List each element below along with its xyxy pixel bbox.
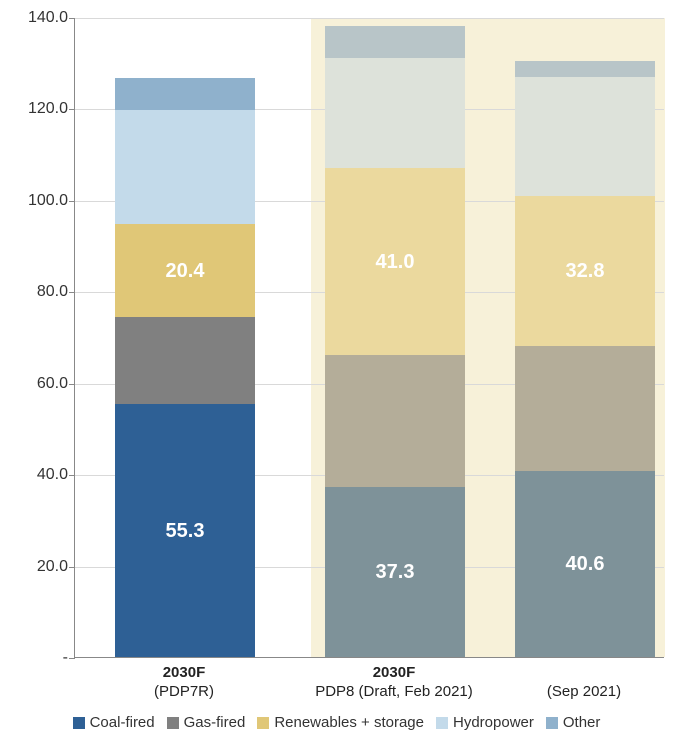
y-axis-label: 80.0: [8, 283, 68, 301]
plot-area: 55.3 20.4 37.3 41.0 40.6 32.8: [74, 18, 664, 658]
segment-other: [515, 61, 655, 77]
legend-label: Hydropower: [453, 714, 534, 731]
legend-label: Renewables + storage: [274, 714, 424, 731]
segment-label: 55.3: [115, 520, 255, 543]
segment-label: 37.3: [325, 561, 465, 584]
legend: Coal-fired Gas-fired Renewables + storage H…: [0, 714, 673, 731]
y-axis-label: 60.0: [8, 375, 68, 393]
legend-item: Gas-fired: [167, 714, 246, 731]
segment-label: 40.6: [515, 553, 655, 576]
legend-label: Coal-fired: [90, 714, 155, 731]
legend-item: Renewables + storage: [257, 714, 424, 731]
bar-2030F-PDP8-Feb2021: 37.3 41.0: [325, 26, 465, 657]
segment-hydropower: [115, 110, 255, 224]
segment-other: [325, 26, 465, 58]
legend-swatch: [167, 717, 179, 729]
y-tick: [69, 384, 75, 385]
segment-gas-fired: [325, 355, 465, 486]
y-tick: [69, 201, 75, 202]
legend-item: Other: [546, 714, 601, 731]
x-axis-label: 2030F(PDP7R): [74, 664, 294, 702]
segment-hydropower: [325, 58, 465, 168]
legend-swatch: [436, 717, 448, 729]
x-axis-label: (Sep 2021): [474, 664, 673, 702]
segment-gas-fired: [115, 317, 255, 404]
bar-2030F-PDP7R: 55.3 20.4: [115, 78, 255, 657]
legend-swatch: [73, 717, 85, 729]
y-axis-label: 20.0: [8, 558, 68, 576]
x-axis-label: 2030FPDP8 (Draft, Feb 2021): [284, 664, 504, 702]
y-axis-label: 40.0: [8, 466, 68, 484]
bar-2030F-PDP8-Sep2021: 40.6 32.8: [515, 61, 655, 657]
y-tick: [69, 475, 75, 476]
segment-other: [115, 78, 255, 110]
gridline: [75, 18, 664, 19]
y-axis-label: -: [8, 649, 68, 667]
segment-gas-fired: [515, 346, 655, 471]
y-axis-label: 120.0: [8, 100, 68, 118]
y-axis-label: 140.0: [8, 9, 68, 27]
legend-label: Other: [563, 714, 601, 731]
chart-container: 55.3 20.4 37.3 41.0 40.6 32.8 Coal-fired Gas-f…: [0, 0, 673, 735]
y-tick: [69, 292, 75, 293]
y-tick: [69, 109, 75, 110]
y-tick: [69, 567, 75, 568]
legend-swatch: [257, 717, 269, 729]
legend-item: Hydropower: [436, 714, 534, 731]
segment-label: 32.8: [515, 260, 655, 283]
y-axis-label: 100.0: [8, 192, 68, 210]
y-tick: [69, 658, 75, 659]
legend-label: Gas-fired: [184, 714, 246, 731]
segment-hydropower: [515, 77, 655, 196]
legend-item: Coal-fired: [73, 714, 155, 731]
y-tick: [69, 18, 75, 19]
segment-label: 41.0: [325, 251, 465, 274]
legend-swatch: [546, 717, 558, 729]
segment-label: 20.4: [115, 260, 255, 283]
